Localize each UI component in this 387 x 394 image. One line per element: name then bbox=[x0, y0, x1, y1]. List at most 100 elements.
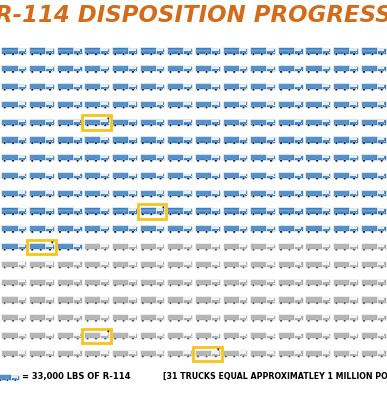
Bar bbox=[246, 123, 247, 124]
Bar bbox=[112, 332, 128, 338]
Bar bbox=[128, 173, 137, 178]
Text: *: * bbox=[217, 347, 219, 352]
Bar bbox=[29, 207, 45, 214]
Circle shape bbox=[21, 284, 24, 286]
Bar bbox=[266, 190, 275, 196]
Circle shape bbox=[159, 355, 162, 358]
Circle shape bbox=[214, 160, 217, 162]
Circle shape bbox=[3, 284, 6, 286]
Circle shape bbox=[298, 302, 300, 304]
Circle shape bbox=[114, 71, 116, 73]
Bar bbox=[384, 301, 385, 302]
Circle shape bbox=[86, 230, 89, 233]
Circle shape bbox=[233, 88, 235, 91]
Bar bbox=[240, 138, 246, 140]
Bar bbox=[108, 52, 109, 53]
Circle shape bbox=[316, 141, 319, 144]
Bar bbox=[156, 280, 163, 282]
Circle shape bbox=[21, 248, 24, 251]
Bar bbox=[167, 65, 183, 71]
Bar bbox=[101, 243, 109, 249]
Bar bbox=[267, 280, 274, 282]
Bar bbox=[52, 87, 53, 89]
Bar bbox=[356, 319, 358, 320]
Bar bbox=[84, 136, 101, 143]
Circle shape bbox=[260, 141, 263, 144]
Circle shape bbox=[380, 71, 383, 73]
Bar bbox=[322, 138, 329, 140]
Circle shape bbox=[104, 355, 106, 358]
Bar bbox=[135, 123, 136, 124]
Circle shape bbox=[288, 106, 291, 109]
Circle shape bbox=[363, 337, 365, 340]
Bar bbox=[333, 172, 349, 178]
Bar bbox=[57, 279, 73, 285]
Bar bbox=[45, 155, 54, 160]
Bar bbox=[240, 209, 246, 211]
Circle shape bbox=[335, 71, 337, 73]
Bar bbox=[349, 137, 358, 143]
Circle shape bbox=[288, 124, 291, 126]
Circle shape bbox=[114, 106, 116, 109]
Circle shape bbox=[335, 355, 337, 358]
Bar bbox=[128, 208, 137, 214]
Circle shape bbox=[343, 337, 346, 340]
Circle shape bbox=[178, 71, 180, 73]
Bar bbox=[239, 48, 247, 54]
Circle shape bbox=[316, 320, 319, 322]
Circle shape bbox=[150, 337, 152, 340]
Bar bbox=[305, 314, 322, 320]
Circle shape bbox=[214, 213, 217, 216]
Bar bbox=[46, 191, 53, 193]
Bar bbox=[361, 243, 377, 249]
Circle shape bbox=[252, 53, 255, 56]
Circle shape bbox=[67, 337, 70, 340]
Bar bbox=[52, 354, 53, 355]
Circle shape bbox=[169, 320, 172, 322]
Bar bbox=[246, 247, 247, 249]
Circle shape bbox=[178, 284, 180, 286]
Bar bbox=[17, 297, 26, 303]
Circle shape bbox=[122, 88, 125, 91]
Circle shape bbox=[76, 302, 79, 304]
Bar bbox=[239, 243, 247, 249]
Circle shape bbox=[76, 284, 79, 286]
Circle shape bbox=[325, 195, 328, 198]
Bar bbox=[361, 190, 377, 196]
Bar bbox=[349, 226, 358, 231]
Circle shape bbox=[76, 53, 79, 56]
Circle shape bbox=[132, 320, 134, 322]
Circle shape bbox=[298, 88, 300, 91]
Circle shape bbox=[280, 141, 283, 144]
Bar bbox=[2, 349, 17, 356]
Bar bbox=[223, 279, 239, 285]
Bar bbox=[2, 47, 17, 54]
Circle shape bbox=[39, 284, 42, 286]
Circle shape bbox=[12, 53, 14, 56]
Bar bbox=[223, 296, 239, 303]
Bar bbox=[80, 194, 81, 195]
Circle shape bbox=[242, 141, 245, 144]
Circle shape bbox=[335, 124, 337, 126]
Circle shape bbox=[252, 141, 255, 144]
Circle shape bbox=[178, 266, 180, 269]
Bar bbox=[190, 141, 192, 142]
Circle shape bbox=[132, 302, 134, 304]
Bar bbox=[45, 119, 54, 125]
Bar bbox=[333, 65, 349, 71]
Bar bbox=[45, 66, 54, 71]
Circle shape bbox=[169, 160, 172, 162]
Circle shape bbox=[270, 284, 272, 286]
Bar bbox=[295, 227, 301, 229]
Bar bbox=[223, 243, 239, 249]
Bar bbox=[25, 319, 26, 320]
Bar bbox=[2, 332, 17, 338]
Bar bbox=[278, 47, 294, 54]
Circle shape bbox=[132, 88, 134, 91]
Bar bbox=[305, 154, 322, 160]
Circle shape bbox=[31, 230, 34, 233]
Circle shape bbox=[316, 355, 319, 358]
Circle shape bbox=[114, 248, 116, 251]
Bar bbox=[183, 66, 192, 71]
Bar bbox=[278, 83, 294, 89]
